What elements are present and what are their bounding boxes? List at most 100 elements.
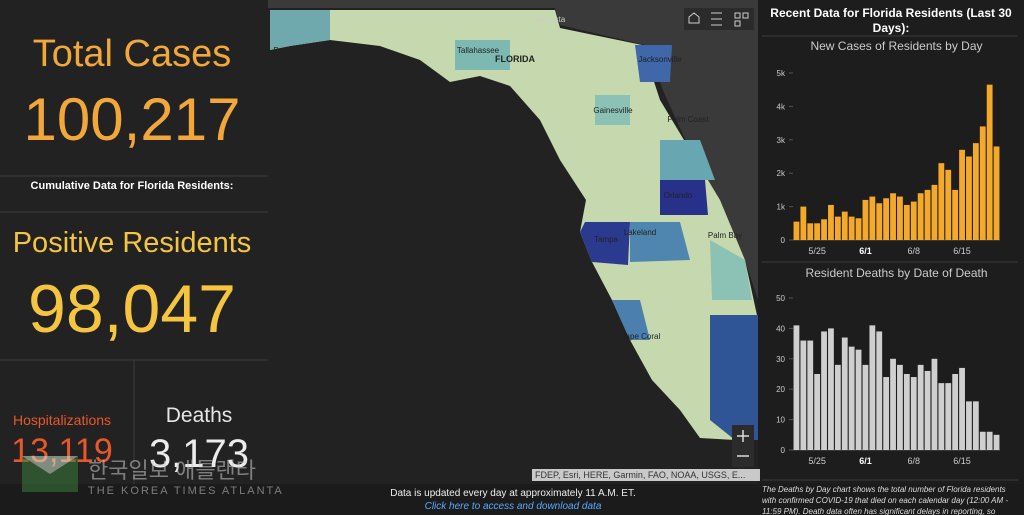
county [270,10,330,50]
bar [848,216,855,240]
bar [986,431,993,450]
bar [972,401,979,450]
cumulative-heading: Cumulative Data for Florida Residents: [31,180,234,192]
place-label: Valdosta [535,15,566,24]
bar [979,126,986,240]
y-tick-label: 30 [776,355,785,364]
x-tick-label: 6/15 [953,456,971,466]
total-label: Total Cases [33,33,232,75]
bar [993,146,1000,240]
positive-label: Positive Residents [13,227,252,259]
county [580,222,630,265]
y-tick-label: 1k [777,203,786,212]
bar [972,143,979,240]
toolbar-icons [688,12,749,27]
county [630,222,690,262]
bar [903,374,910,450]
bar [966,156,972,240]
bar [814,374,821,450]
bar [924,189,931,240]
bar [952,189,959,240]
bar [938,383,945,450]
chart-title: New Cases of Residents by Day [810,39,982,53]
bar [883,198,890,240]
x-tick-label: 6/1 [859,456,872,466]
bar [862,364,869,450]
place-label: Lakeland [624,228,656,237]
right-heading: Recent Data for Florida Residents (Last … [770,6,1012,35]
place-label: Palm Bay [708,231,742,240]
bar [800,206,807,240]
bar [862,199,869,240]
bar [855,349,862,450]
zoom-icon [737,430,749,457]
positive-value: 98,047 [28,271,236,347]
bar [897,196,903,240]
deaths-note: The Deaths by Day chart shows the total … [762,485,1009,515]
county [455,40,510,70]
bar [903,204,910,240]
bar [800,340,807,450]
bar [890,193,896,240]
download-link[interactable]: Click here to access and download data [424,501,602,512]
bar [897,364,903,450]
x-tick-label: 6/8 [907,456,920,466]
place-label: Jacksonville [638,55,682,64]
bar [910,201,917,240]
bar [876,203,883,240]
bar [993,434,1000,450]
bar [793,221,800,240]
hosp-label: Hospitalizations [13,412,111,428]
y-tick-label: 3k [777,136,786,145]
place-label: Cape Coral [620,332,661,341]
deaths-label: Deaths [166,404,233,427]
bar [917,364,924,450]
bar [966,401,972,450]
county [635,45,672,82]
bar [869,196,876,240]
watermark-logo [22,456,78,474]
bar [890,358,896,450]
county [710,315,758,440]
place-label: Palm Coast [667,115,709,124]
y-tick-label: 0 [781,236,786,245]
x-tick-label: 5/25 [808,456,826,466]
place-label: Tampa [594,235,619,244]
y-tick-label: 50 [776,294,785,303]
bar [821,331,827,450]
y-tick-label: 20 [776,385,785,394]
x-tick-label: 5/25 [808,246,826,256]
bar [807,340,814,450]
county [612,300,650,340]
watermark-english: THE KOREA TIMES ATLANTA [88,485,284,497]
bar [959,149,965,240]
county [660,180,708,215]
deaths-value: 3,173 [149,432,249,476]
bar [841,337,848,450]
place-label: Gainesville [593,106,633,115]
bar [807,223,814,240]
chart-title: Resident Deaths by Date of Death [805,266,987,280]
place-label: Tallahassee [457,46,500,55]
bar [924,370,931,450]
bar [793,325,800,450]
bar [848,346,855,450]
county [595,95,630,125]
bar [869,325,876,450]
bar [814,223,821,240]
x-tick-label: 6/8 [907,246,920,256]
bar [986,84,993,240]
y-tick-label: 40 [776,324,785,333]
bar [834,364,841,450]
county [660,140,715,180]
map-controls [684,8,754,467]
bar [979,431,986,450]
bar [834,216,841,240]
x-tick-label: 6/1 [859,246,872,256]
bar [883,377,890,450]
bar [952,374,959,450]
bar [910,377,917,450]
x-tick-label: 6/15 [953,246,971,256]
